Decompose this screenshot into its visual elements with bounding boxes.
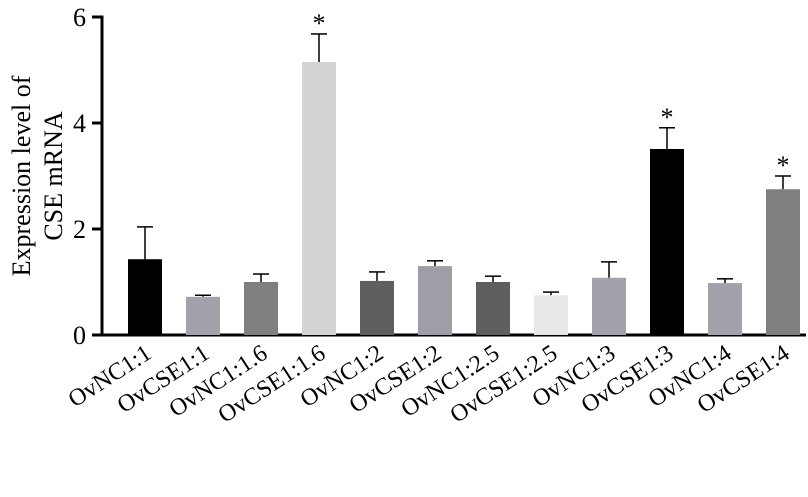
bar: [360, 280, 394, 335]
y-tick-label: 2: [73, 215, 86, 244]
y-axis-label: Expression level of: [7, 75, 36, 276]
bar: [128, 259, 162, 335]
bar: [708, 283, 742, 335]
bar: [766, 189, 800, 335]
y-tick-label: 0: [73, 321, 86, 350]
bar: [186, 296, 220, 335]
bar: [418, 266, 452, 335]
significance-marker: *: [777, 151, 790, 180]
y-axis-label: CSE mRNA: [39, 111, 68, 241]
bar: [476, 282, 510, 335]
significance-marker: *: [661, 103, 674, 132]
significance-marker: *: [313, 9, 326, 38]
y-tick-label: 6: [73, 3, 86, 32]
bar: [650, 148, 684, 335]
bar: [592, 277, 626, 335]
bar: [302, 62, 336, 336]
bar: [534, 295, 568, 335]
bar: [244, 282, 278, 335]
y-tick-label: 4: [73, 109, 86, 138]
